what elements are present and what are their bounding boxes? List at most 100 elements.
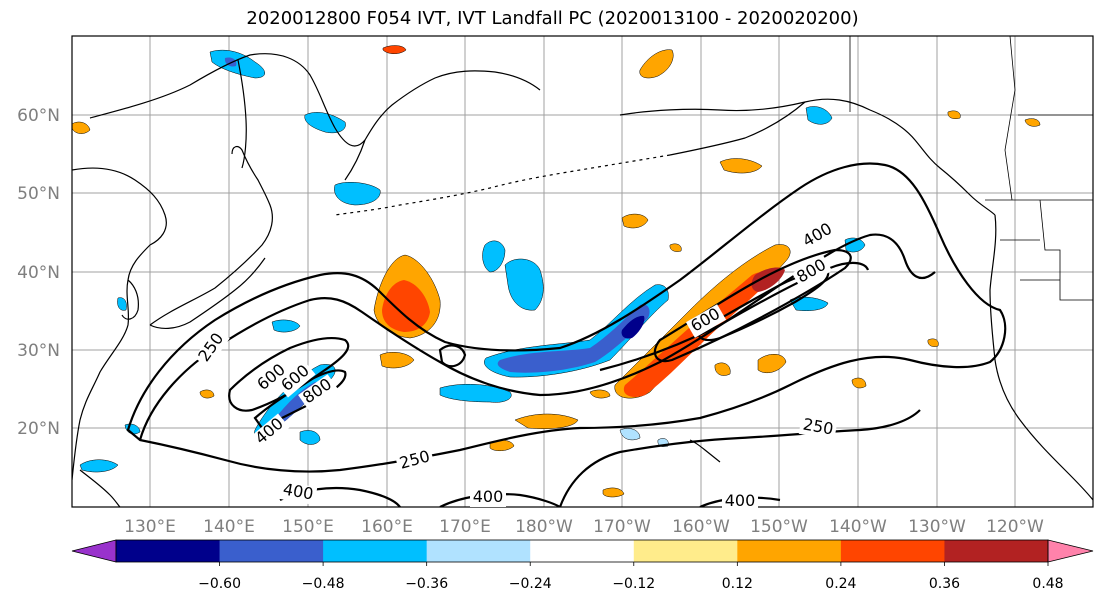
pos-region: [602, 487, 625, 498]
aleutian-islands: [334, 154, 671, 216]
map-frame: [71, 35, 1094, 508]
contour-label-background: [278, 481, 318, 505]
longitude-label: 150°E: [282, 517, 334, 537]
ivt-contours: [126, 162, 1007, 507]
longitude-labels: 130°E 140°E 150°E 160°E 170°E 180°W 170°W 160°W…: [124, 517, 1044, 537]
colorbar-tick-label: −0.12: [612, 576, 655, 592]
japan-coastline: [149, 145, 273, 326]
alaska-coastline: [619, 98, 996, 216]
gridlines: [72, 36, 1093, 507]
ivt-contour-400-small: [438, 344, 467, 368]
longitude-label: 170°E: [439, 517, 491, 537]
ivt-contour-label: 400: [473, 487, 504, 506]
pos-region: [927, 338, 939, 347]
colorbar-segment: [633, 540, 738, 562]
pos-region: [72, 121, 91, 134]
neg-region: [209, 49, 265, 79]
state-border: [1000, 239, 1060, 281]
colorbar-tick-label: 0.48: [1032, 576, 1063, 592]
pos-region: [199, 389, 215, 399]
neg-region: [299, 430, 321, 445]
colorbar-outline: [115, 539, 1049, 563]
longitude-label: 120°W: [986, 517, 1044, 537]
colorbar-segment: [530, 540, 635, 562]
colorbar-tick-label: −0.36: [405, 576, 448, 592]
longitude-label: 180°W: [515, 517, 573, 537]
neg-region-core: [497, 304, 650, 373]
ivt-contour-400: [138, 233, 936, 441]
longitude-label: 160°E: [361, 517, 413, 537]
neg-region: [482, 240, 506, 273]
pos-region: [1024, 118, 1041, 127]
neg-region: [619, 428, 641, 441]
colorbar-segment: [116, 540, 221, 562]
colorbar-extend-min: [71, 539, 117, 563]
longitude-label: 130°E: [124, 517, 176, 537]
kamchatka-coastline: [344, 139, 366, 181]
colorbar-tick-labels: −0.60 −0.48 −0.36 −0.24 −0.12 0.12 0.24 0.36 0.4…: [198, 562, 1064, 592]
latitude-label: 50°N: [17, 184, 60, 204]
pos-region: [719, 158, 763, 174]
pos-region: [757, 354, 787, 373]
longitude-label: 150°W: [750, 517, 808, 537]
neg-region: [504, 258, 544, 311]
latitude-label: 30°N: [17, 341, 60, 361]
colorbar-tick-label: −0.24: [509, 576, 552, 592]
pos-region: [379, 352, 415, 369]
contour-label-background: [276, 360, 316, 398]
contour-label-background: [298, 374, 338, 410]
southeast-asia-coastline: [79, 469, 121, 507]
contour-label-background: [791, 255, 833, 289]
north-america-coastline: [989, 214, 1093, 501]
pos-region: [621, 213, 649, 229]
neg-region: [271, 319, 301, 333]
longitude-label: 140°W: [829, 517, 887, 537]
japan-south-coastline: [149, 257, 266, 329]
map-title: 2020012800 F054 IVT, IVT Landfall PC (20…: [246, 8, 859, 29]
contour-label-background: [722, 493, 758, 511]
ivt-contour-250: [126, 162, 1007, 473]
neg-region: [439, 383, 512, 403]
colorbar-tick-label: −0.48: [302, 576, 345, 592]
neg-region: [117, 297, 127, 311]
colorbar-segment: [840, 540, 945, 562]
colorbar-extend-max: [1047, 539, 1094, 563]
latitude-label: 60°N: [17, 106, 60, 126]
neg-region: [805, 106, 833, 125]
pos-region: [851, 377, 867, 389]
pos-region: [382, 45, 407, 54]
neg-region: [334, 182, 381, 206]
colorbar-tick-label: 0.36: [929, 576, 960, 592]
contour-label-background: [194, 328, 230, 368]
colorbar-segment: [426, 540, 531, 562]
pos-region: [751, 267, 785, 292]
pos-region: [947, 110, 961, 119]
contour-label-background: [685, 304, 727, 338]
colorbar-segment: [737, 540, 842, 562]
ivt-contour-250-south: [558, 409, 921, 507]
state-border: [1039, 199, 1093, 301]
neg-region-dark: [621, 315, 645, 339]
colorbar-tick-label: 0.24: [825, 576, 856, 592]
colorbar-segment: [323, 540, 428, 562]
pos-region: [714, 362, 731, 376]
ivt-contour-label: 400: [725, 491, 756, 510]
sakhalin-coastline: [237, 59, 247, 169]
province-border: [1004, 36, 1016, 201]
pos-region: [639, 49, 674, 79]
colorbar-tick-label: 0.12: [722, 576, 753, 592]
pos-region: [589, 389, 611, 399]
colorbar: [71, 539, 1094, 563]
pos-region: [669, 243, 682, 252]
neg-region: [844, 237, 866, 253]
ivt-contour-600-east: [653, 248, 852, 363]
longitude-label: 160°W: [672, 517, 730, 537]
alaska-peninsula-coastline: [669, 101, 806, 156]
colorbar-tick-label: −0.60: [198, 576, 241, 592]
contour-label-background: [797, 219, 839, 253]
colorbar-segment: [944, 540, 1049, 562]
ivt-contour-400-south2: [439, 493, 561, 507]
colorbar-segment: [219, 540, 324, 562]
asia-coastline: [72, 167, 167, 481]
